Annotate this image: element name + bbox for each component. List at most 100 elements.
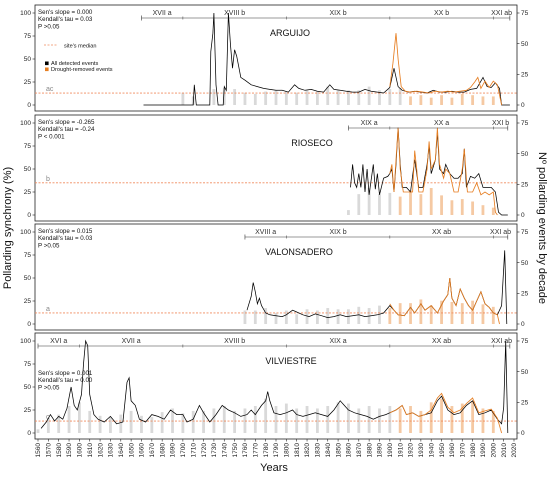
period-label: XX b	[434, 10, 449, 17]
x-tick-label: 1930	[418, 443, 425, 458]
bar-all-events	[284, 91, 288, 105]
bar-drought-removed	[471, 95, 475, 105]
bar-all-events	[222, 87, 226, 105]
bar-all-events	[295, 92, 299, 105]
period-label: XXI ab	[491, 10, 512, 17]
bar-drought-removed	[409, 303, 412, 324]
median-letter: b	[46, 176, 50, 183]
x-tick-label: 1580	[56, 443, 63, 458]
site-name: VILVIESTRE	[265, 356, 316, 366]
bar-all-events	[129, 410, 133, 433]
bar-all-events	[295, 408, 299, 433]
legend-all-label: All detected events	[51, 61, 98, 67]
bar-drought-removed	[388, 308, 392, 324]
median-letter: a	[46, 306, 50, 313]
series-drought-removed	[389, 277, 500, 325]
series-all-events	[40, 339, 509, 434]
x-tick-label: 1770	[253, 443, 260, 458]
bar-all-events	[398, 87, 402, 105]
x-tick-label: 1990	[480, 443, 487, 458]
stats-line: Kendall's tau = 0.03	[38, 235, 93, 242]
x-tick-label: 1900	[387, 443, 394, 458]
bar-all-events	[150, 417, 154, 433]
stats-line: P < 0.001	[38, 133, 65, 140]
bar-drought-removed	[429, 402, 433, 433]
x-tick-label: 2000	[491, 443, 498, 458]
y-tick-label: 25	[24, 407, 32, 414]
bar-all-events	[315, 91, 319, 105]
bar-drought-removed	[481, 408, 485, 433]
site-name: ARGUIJO	[270, 28, 310, 38]
x-tick-label: 1720	[201, 443, 208, 458]
bar-all-events	[315, 310, 319, 324]
bar-drought-removed	[460, 93, 464, 105]
bar-all-events	[264, 91, 268, 105]
bar-all-events	[305, 90, 309, 105]
stats-line: Kendall's tau = 0.00	[38, 377, 93, 384]
bar-all-events	[357, 90, 361, 105]
bar-all-events	[36, 429, 40, 433]
bar-all-events	[367, 188, 371, 215]
bar-drought-removed	[429, 97, 433, 105]
y2-tick-label: 0	[521, 212, 525, 219]
bar-all-events	[284, 403, 288, 433]
bar-drought-removed	[471, 401, 475, 433]
stats-line: Sen's slope = 0.015	[38, 228, 93, 235]
panel-valonsadero: a 0 25 50 75 100 0 25 50 75 XVIII a XIX b XX ab XXI a…	[20, 223, 529, 331]
legend: site's median All detected eventsDrought-…	[44, 44, 113, 73]
bar-drought-removed	[471, 300, 475, 324]
bar-all-events	[160, 412, 164, 433]
y2-tick-label: 50	[521, 151, 529, 158]
x-tick-label: 2020	[511, 443, 518, 458]
x-tick-label: 1630	[108, 443, 115, 458]
bar-drought-removed	[409, 96, 412, 105]
bar-all-events	[253, 93, 257, 105]
x-tick-label: 1830	[315, 443, 322, 458]
stats-line: Sen's slope = 0.000	[38, 9, 93, 16]
y-tick-label: 50	[24, 56, 32, 63]
x-tick-label: 1960	[449, 443, 456, 458]
y2-tick-label: 0	[521, 430, 525, 437]
x-axis-title: Years	[260, 462, 288, 474]
x-tick-label: 1920	[408, 443, 415, 458]
series-drought-removed	[389, 127, 498, 216]
bar-all-events	[233, 89, 237, 105]
x-tick-label: 1940	[428, 443, 435, 458]
median-letter: ac	[46, 86, 54, 93]
y-tick-label: 75	[24, 143, 32, 150]
stats-line: Kendall's tau = 0.03	[38, 16, 93, 23]
series-drought-removed	[389, 33, 503, 106]
y2-tick-label: 75	[521, 120, 529, 127]
x-tick-label: 1880	[366, 443, 373, 458]
y-tick-label: 0	[27, 321, 31, 328]
bar-all-events	[222, 406, 226, 433]
stats-line: Sen's slope = 0.001	[38, 370, 93, 377]
x-tick-label: 1680	[159, 443, 166, 458]
x-tick-label: 1820	[304, 443, 311, 458]
bar-drought-removed	[409, 190, 412, 215]
bar-all-events	[46, 418, 50, 433]
bar-drought-removed	[429, 305, 433, 324]
x-tick-label: 1840	[325, 443, 332, 458]
y-tick-label: 100	[20, 229, 31, 236]
y-tick-label: 25	[24, 79, 32, 86]
bar-all-events	[295, 314, 299, 324]
bar-drought-removed	[440, 95, 443, 105]
y2-axis-title: Nº pollarding events by decade	[536, 152, 548, 304]
stats-line: P >0.05	[38, 384, 60, 391]
bar-all-events	[315, 408, 319, 433]
y-tick-label: 100	[20, 10, 31, 17]
panel-arguijo: ac 0 25 50 75 100 0 25 50 75 XVII a XVIII b XIX b XX …	[20, 4, 529, 112]
bar-all-events	[274, 90, 278, 105]
stats-line: Sen's slope = -0.265	[38, 119, 95, 126]
median-letter: c	[46, 414, 50, 421]
y-tick-label: 75	[24, 33, 32, 40]
bar-all-events	[274, 406, 278, 433]
series-drought-removed	[389, 392, 503, 434]
y2-tick-label: 75	[521, 229, 529, 236]
bar-drought-removed	[440, 398, 443, 433]
legend-all-swatch	[45, 61, 49, 66]
site-name: VALONSADERO	[265, 247, 333, 257]
bar-drought-removed	[419, 194, 423, 215]
